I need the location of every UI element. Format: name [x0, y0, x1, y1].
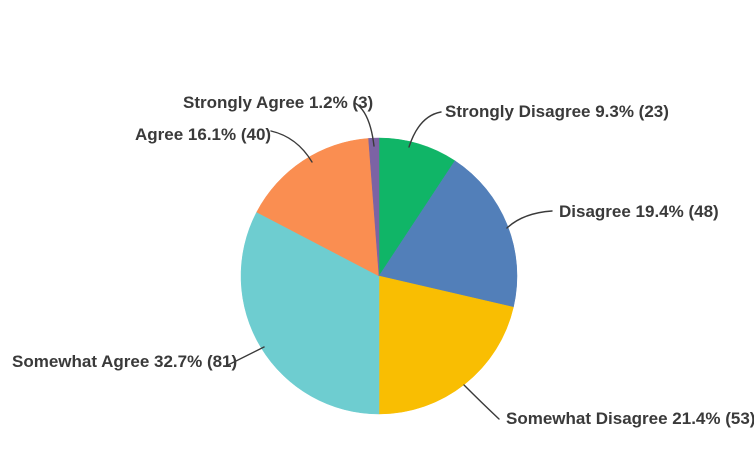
slice-label-somewhat-disagree: Somewhat Disagree 21.4% (53) [506, 409, 754, 428]
pie-slice-disagree [378, 160, 518, 308]
slice-label-somewhat-agree: Somewhat Agree 32.7% (81) [12, 352, 238, 371]
pie-slice-strongly-disagree [378, 137, 456, 277]
pie-slice-somewhat-disagree [378, 275, 514, 415]
pie-slice-agree [256, 138, 380, 277]
leader-line-somewhat-agree [225, 346, 265, 367]
leader-line-disagree [506, 210, 553, 229]
slice-label-agree: Agree 16.1% (40) [135, 125, 272, 144]
slice-label-strongly-agree: Strongly Agree 1.2% (3) [183, 93, 374, 112]
leader-line-strongly-disagree [408, 111, 442, 148]
pie-slice-somewhat-agree [240, 211, 380, 415]
slice-label-strongly-disagree: Strongly Disagree 9.3% (23) [445, 102, 669, 121]
slice-label-disagree: Disagree 19.4% (48) [559, 202, 719, 221]
leader-line-somewhat-disagree [463, 384, 500, 420]
pie-slice-strongly-agree [368, 137, 380, 277]
leader-line-strongly-agree [354, 102, 375, 147]
leader-line-agree [270, 130, 313, 163]
